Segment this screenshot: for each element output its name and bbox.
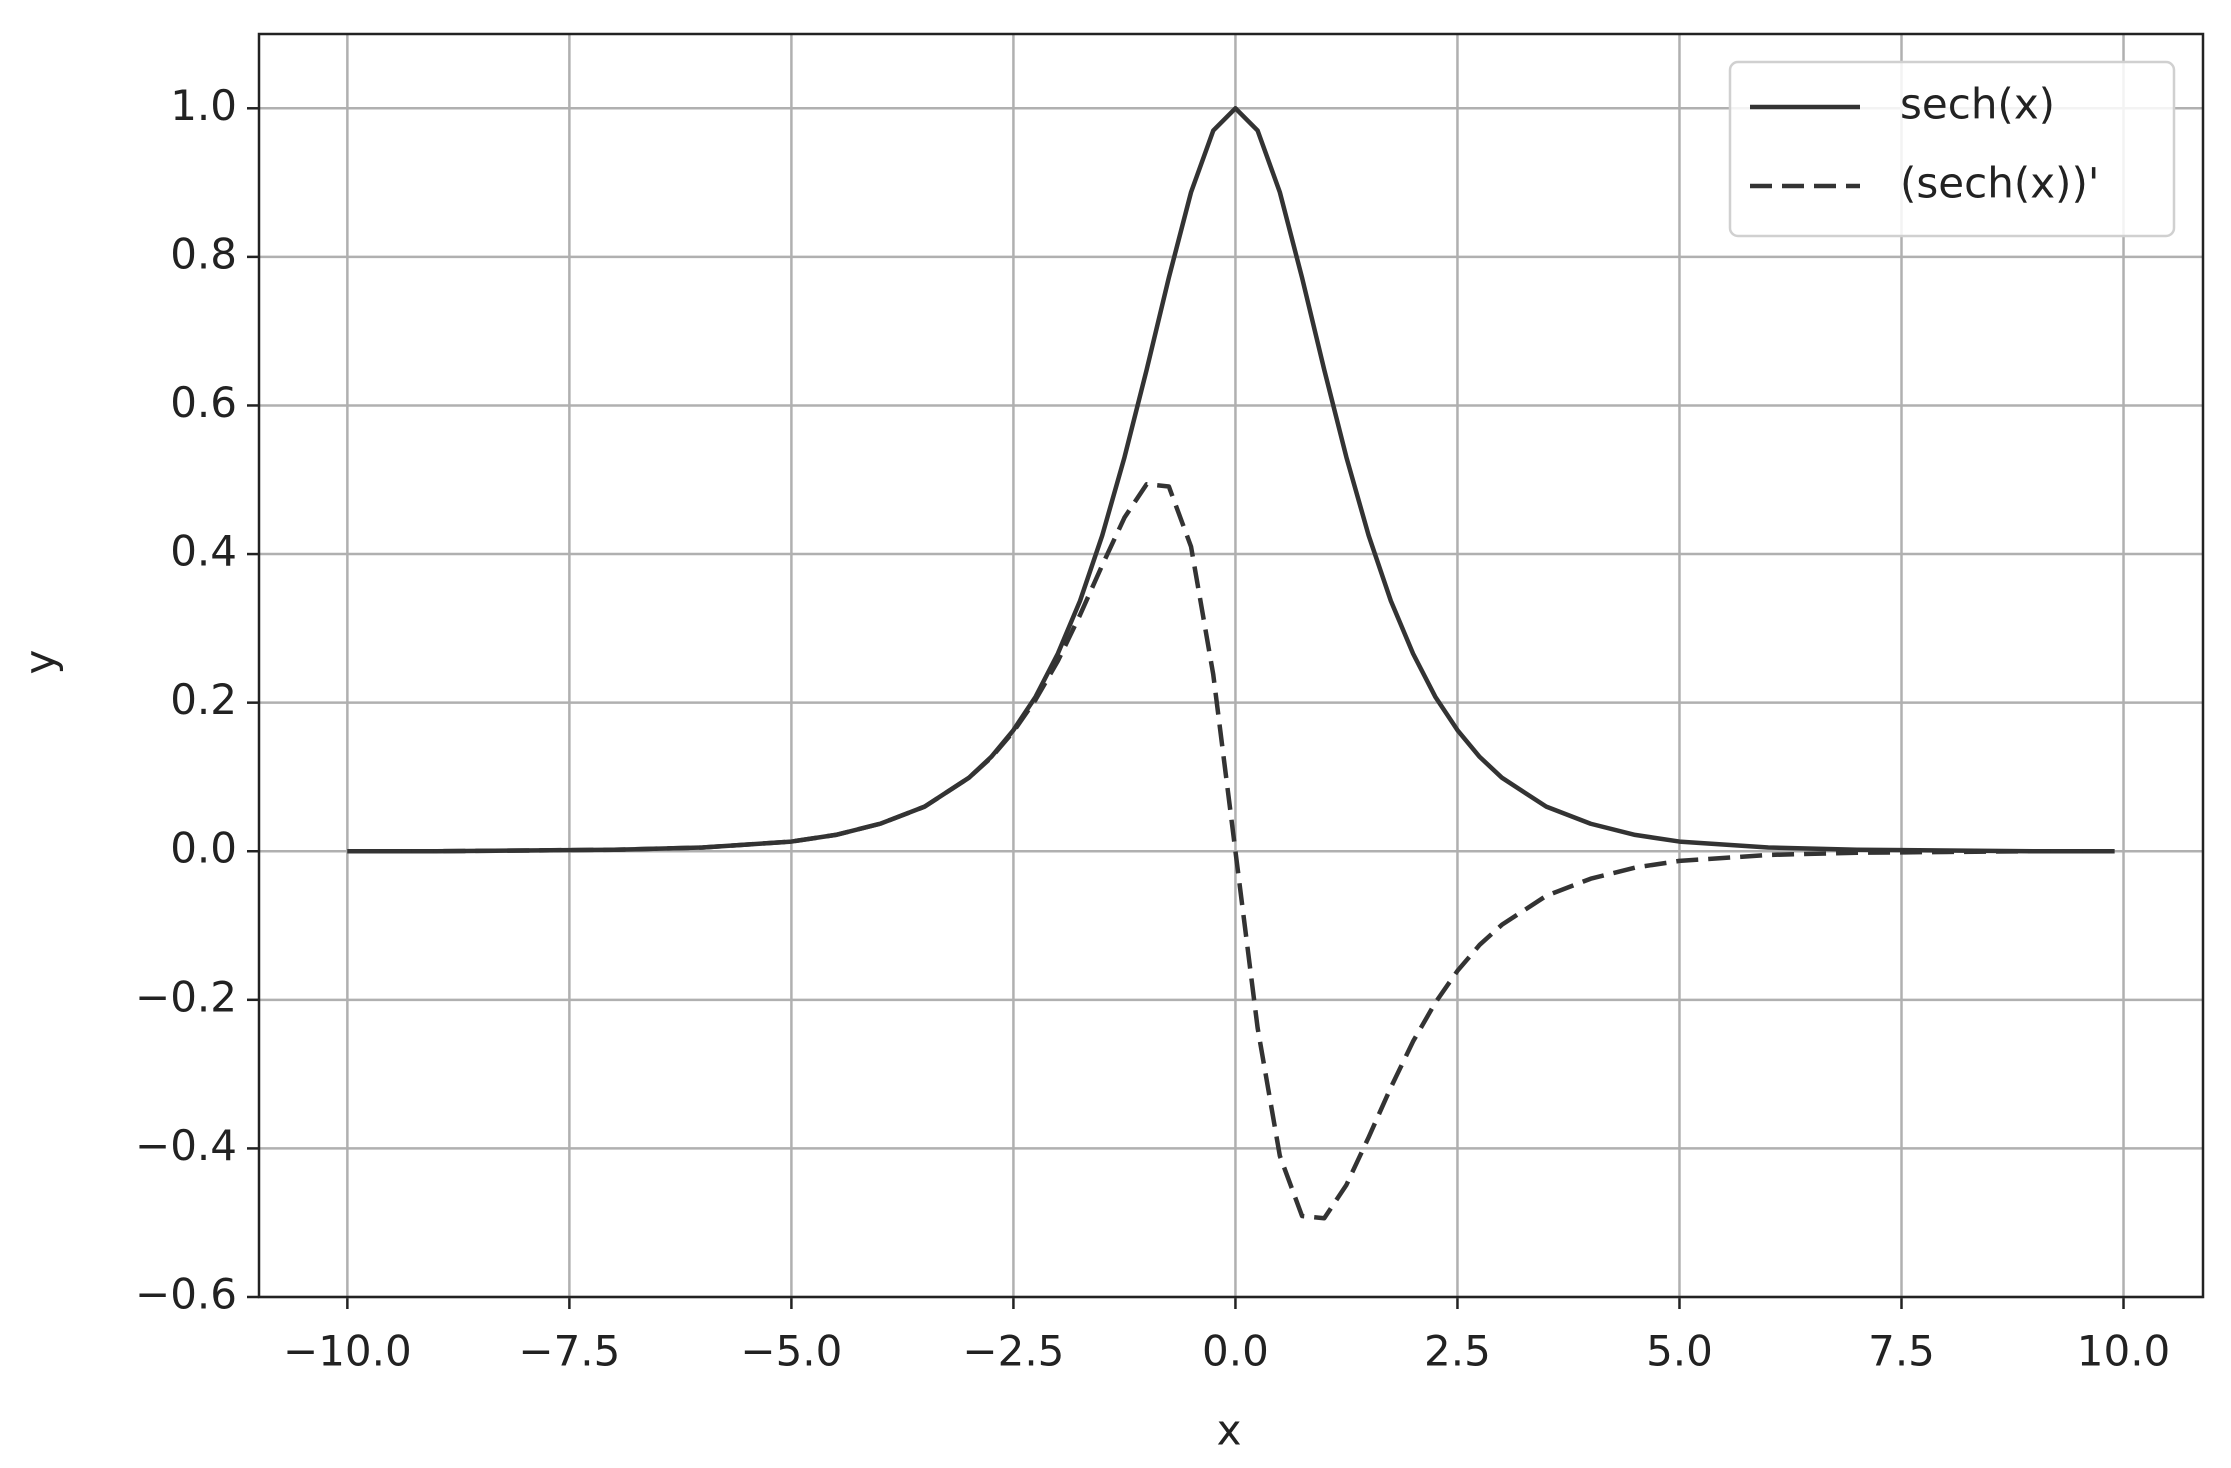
y-axis-label: y [16,650,65,675]
y-tick-label: −0.2 [135,972,237,1021]
y-tick-label: 0.4 [170,527,237,576]
y-tick-label: 0.0 [170,824,237,873]
x-tick-label: 10.0 [2077,1327,2171,1376]
x-tick-label: −10.0 [283,1327,412,1376]
legend-label: sech(x) [1900,80,2055,129]
x-tick-label: 7.5 [1868,1327,1935,1376]
y-tick-label: 0.8 [170,229,237,278]
x-tick-label: −7.5 [518,1327,620,1376]
x-axis-label: x [1217,1406,1242,1455]
line-series [347,481,2115,1221]
y-tick-label: 1.0 [170,81,237,130]
plot-frame [257,32,2205,1299]
y-tick-label: −0.4 [135,1121,237,1170]
y-tick-label: 0.2 [170,675,237,724]
x-tick-label: −5.0 [740,1327,842,1376]
y-tick-label: −0.6 [135,1270,237,1319]
legend-label: (sech(x))' [1900,159,2099,208]
line-series [347,106,2115,854]
x-tick-label: 0.0 [1202,1327,1269,1376]
x-tick-label: 5.0 [1646,1327,1713,1376]
x-tick-label: −2.5 [962,1327,1064,1376]
y-tick-label: 0.6 [170,378,237,427]
x-tick-label: 2.5 [1424,1327,1491,1376]
